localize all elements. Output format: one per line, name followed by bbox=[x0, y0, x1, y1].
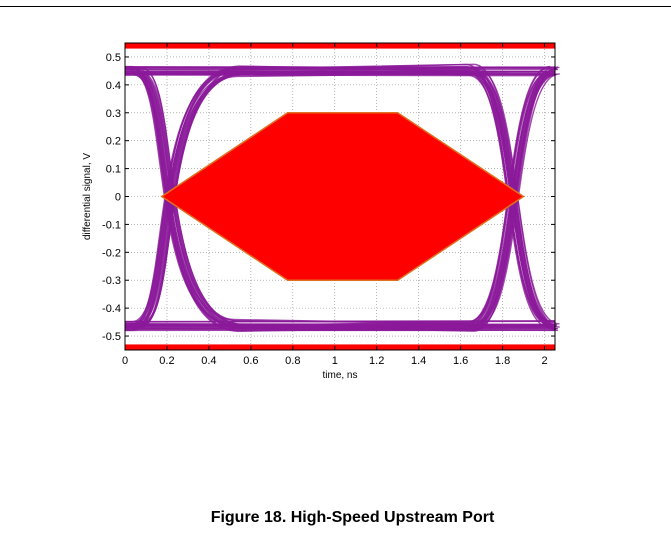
x-tick-label: 1.8 bbox=[495, 355, 510, 367]
eye-mask bbox=[160, 112, 525, 281]
limit-band-upper bbox=[125, 43, 555, 49]
x-tick-label: 1 bbox=[332, 355, 338, 367]
limit-band-lower bbox=[125, 344, 555, 350]
y-tick-label: 0.3 bbox=[106, 108, 121, 120]
y-tick-label: 0.4 bbox=[106, 80, 121, 92]
trace-low-8 bbox=[124, 320, 556, 323]
y-tick-label: 0.5 bbox=[106, 52, 121, 64]
trace-high-21 bbox=[124, 67, 556, 70]
x-tick-label: 0.6 bbox=[243, 355, 258, 367]
y-axis-ticks: 0.5 0.4 0.3 0.2 0.1 0 -0.1 -0.2 -0.3 -0.4 -0.5 bbox=[102, 52, 555, 343]
trace-high-16 bbox=[124, 71, 556, 75]
x-tick-label: 0 bbox=[122, 355, 128, 367]
trace-low-7 bbox=[124, 329, 556, 332]
y-tick-label: 0 bbox=[115, 192, 121, 204]
y-tick-label: -0.3 bbox=[102, 275, 121, 287]
trace-rise-21 bbox=[125, 66, 558, 326]
x-tick-label: 1.2 bbox=[369, 355, 384, 367]
x-tick-label: 2 bbox=[541, 355, 547, 367]
trace-rise-18 bbox=[125, 67, 554, 328]
trace-rise-14 bbox=[125, 70, 552, 325]
eye-diagram-chart: 0 0.2 0.4 0.6 0.8 1 1.2 1.4 1.6 1.8 2 0.5 0.4 0.3 0.2… bbox=[82, 42, 560, 381]
trace-rise-17 bbox=[125, 65, 558, 330]
y-tick-label: -0.2 bbox=[102, 247, 121, 259]
top-rule bbox=[0, 6, 671, 7]
y-tick-label: 0.1 bbox=[106, 164, 121, 176]
y-tick-label: -0.1 bbox=[102, 219, 121, 231]
x-tick-label: 1.4 bbox=[411, 355, 426, 367]
figure-caption: Figure 18. High-Speed Upstream Port bbox=[210, 509, 495, 526]
x-tick-label: 0.4 bbox=[201, 355, 216, 367]
trace-low-21 bbox=[124, 324, 556, 327]
trace-low-20 bbox=[124, 326, 556, 330]
x-axis-ticks: 0 0.2 0.4 0.6 0.8 1 1.2 1.4 1.6 1.8 2 bbox=[122, 43, 548, 367]
y-tick-label: -0.5 bbox=[102, 331, 121, 343]
trace-fall-21 bbox=[125, 68, 558, 328]
y-tick-label: 0.2 bbox=[106, 136, 121, 148]
y-axis-label: differential signal, V bbox=[82, 153, 93, 240]
signal-traces bbox=[124, 63, 560, 332]
eye-mask-group bbox=[160, 112, 525, 281]
x-tick-label: 0.2 bbox=[159, 355, 174, 367]
trace-high-18 bbox=[124, 69, 556, 72]
y-tick-label: -0.4 bbox=[102, 303, 121, 315]
x-tick-label: 0.8 bbox=[285, 355, 300, 367]
limit-bands bbox=[125, 43, 555, 350]
x-tick-label: 1.6 bbox=[453, 355, 468, 367]
x-axis-label: time, ns bbox=[322, 370, 357, 381]
trace-rise-16 bbox=[125, 70, 551, 329]
